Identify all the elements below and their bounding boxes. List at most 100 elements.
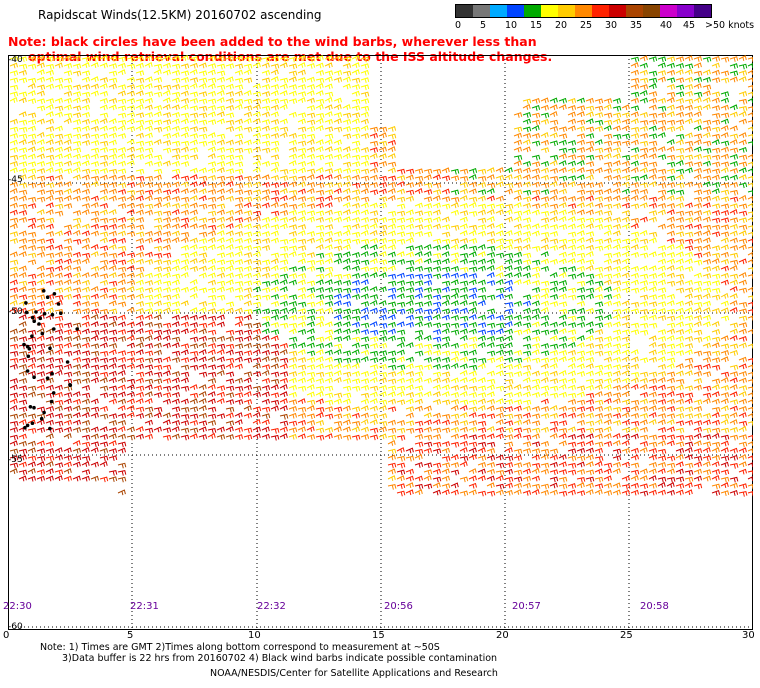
wind-barb bbox=[279, 279, 288, 285]
wind-barb bbox=[288, 273, 298, 279]
wind-barb bbox=[639, 483, 649, 490]
wind-barb bbox=[207, 391, 216, 397]
wind-barb bbox=[126, 378, 136, 385]
wind-barb bbox=[189, 351, 199, 357]
wind-barb bbox=[531, 427, 541, 434]
wind-barb bbox=[297, 406, 307, 413]
wind-barb bbox=[603, 237, 612, 244]
wind-barb bbox=[45, 133, 55, 140]
wind-barb bbox=[441, 272, 450, 279]
wind-barb bbox=[648, 119, 658, 126]
wind-barb bbox=[270, 350, 280, 357]
wind-barb bbox=[639, 97, 648, 104]
wind-barb bbox=[630, 265, 640, 272]
wind-barb bbox=[315, 189, 325, 196]
wind-barb bbox=[72, 119, 82, 125]
wind-barb bbox=[747, 308, 753, 315]
wind-barb bbox=[288, 363, 297, 370]
wind-barb bbox=[675, 210, 685, 217]
wind-barb bbox=[540, 385, 550, 392]
wind-barb bbox=[207, 132, 216, 139]
wind-barb bbox=[693, 215, 702, 222]
wind-barb bbox=[684, 293, 693, 300]
wind-barb bbox=[261, 189, 271, 195]
wind-barb bbox=[18, 399, 28, 406]
wind-barb bbox=[432, 418, 441, 425]
wind-barb bbox=[378, 405, 387, 412]
wind-barb bbox=[657, 329, 667, 335]
wind-barb bbox=[90, 356, 100, 363]
wind-barb bbox=[720, 161, 730, 168]
wind-barb bbox=[621, 342, 630, 349]
wind-barb bbox=[27, 273, 37, 280]
wind-barb bbox=[522, 209, 531, 216]
wind-barb bbox=[738, 154, 748, 161]
wind-barb bbox=[729, 482, 738, 489]
wind-barb bbox=[648, 83, 657, 90]
wind-barb bbox=[549, 280, 559, 287]
wind-barb bbox=[387, 475, 396, 482]
wind-barb bbox=[162, 133, 172, 139]
wind-barb bbox=[639, 398, 648, 405]
wind-barb bbox=[36, 265, 45, 272]
wind-barb bbox=[540, 258, 549, 265]
wind-barb bbox=[603, 203, 613, 210]
wind-barb bbox=[558, 342, 567, 349]
wind-barb bbox=[36, 118, 45, 125]
wind-barb bbox=[441, 299, 450, 306]
wind-barb bbox=[72, 335, 81, 342]
wind-barb bbox=[612, 140, 622, 147]
wind-barb bbox=[99, 98, 109, 104]
wind-barb bbox=[72, 427, 82, 433]
wind-barb bbox=[54, 161, 64, 168]
wind-barb bbox=[639, 238, 649, 245]
wind-barb bbox=[540, 189, 550, 195]
wind-barb bbox=[99, 195, 108, 202]
wind-barb bbox=[63, 468, 72, 474]
wind-barb bbox=[306, 405, 315, 412]
wind-barb bbox=[144, 258, 154, 265]
wind-barb bbox=[9, 440, 18, 447]
wind-barb bbox=[378, 363, 387, 370]
wind-barb bbox=[729, 426, 739, 433]
wind-barb bbox=[666, 209, 675, 216]
wind-barb bbox=[45, 111, 54, 118]
wind-barb bbox=[585, 259, 595, 266]
wind-barb bbox=[72, 251, 81, 258]
wind-barb bbox=[486, 384, 495, 391]
wind-barb bbox=[666, 322, 676, 329]
wind-barb bbox=[567, 244, 576, 251]
wind-barb bbox=[126, 216, 136, 223]
legend-label: 40 bbox=[660, 20, 673, 31]
wind-barb bbox=[144, 364, 154, 371]
wind-barb bbox=[549, 432, 558, 439]
wind-barb bbox=[126, 138, 135, 145]
wind-barb bbox=[351, 126, 361, 133]
wind-barb bbox=[612, 266, 622, 272]
wind-barb bbox=[684, 68, 693, 75]
wind-barb bbox=[387, 357, 397, 364]
wind-barb bbox=[108, 349, 117, 356]
wind-barb bbox=[81, 230, 90, 237]
wind-barb bbox=[27, 133, 37, 140]
wind-barb bbox=[675, 384, 684, 391]
wind-barb bbox=[639, 315, 649, 321]
wind-barb bbox=[396, 293, 405, 300]
wind-barb bbox=[666, 252, 676, 258]
wind-barb bbox=[99, 133, 109, 139]
wind-barb bbox=[189, 237, 198, 244]
wind-barb bbox=[315, 371, 325, 378]
wind-barb bbox=[171, 160, 180, 167]
wind-barb bbox=[369, 413, 379, 420]
wind-barb bbox=[702, 273, 712, 279]
wind-barb bbox=[90, 313, 99, 320]
wind-barb bbox=[630, 160, 639, 167]
wind-barb bbox=[198, 223, 207, 230]
wind-barb bbox=[738, 174, 747, 181]
wind-barb bbox=[288, 427, 298, 434]
wind-barb bbox=[576, 490, 586, 497]
wind-barb bbox=[180, 181, 189, 188]
wind-barb bbox=[117, 90, 126, 97]
wind-barb bbox=[621, 321, 631, 328]
wind-barb bbox=[180, 77, 190, 83]
